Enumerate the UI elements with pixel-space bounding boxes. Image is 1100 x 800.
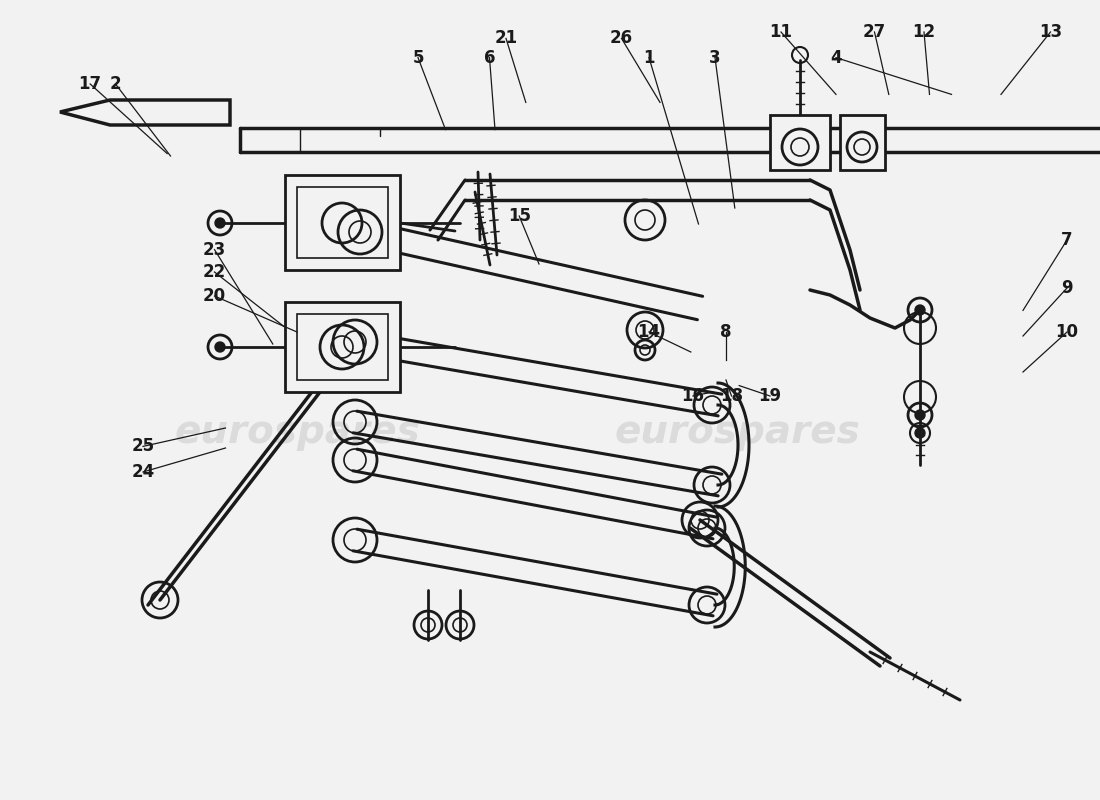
Text: 8: 8: [720, 323, 732, 341]
Text: 2: 2: [110, 75, 121, 93]
Text: 23: 23: [202, 241, 227, 258]
Text: 3: 3: [710, 49, 720, 66]
Circle shape: [214, 342, 225, 352]
Text: 14: 14: [637, 323, 661, 341]
Text: 18: 18: [720, 387, 742, 405]
Text: 17: 17: [78, 75, 102, 93]
Text: 26: 26: [609, 30, 634, 47]
Text: 24: 24: [131, 463, 155, 481]
Text: 15: 15: [508, 207, 530, 225]
Text: eurospares: eurospares: [614, 413, 860, 451]
Text: 12: 12: [912, 23, 936, 41]
Bar: [770, 115, 830, 170]
Text: 6: 6: [484, 49, 495, 66]
Text: eurospares: eurospares: [174, 413, 420, 451]
Bar: [297, 187, 388, 258]
Text: 20: 20: [202, 287, 227, 305]
Text: 7: 7: [1062, 231, 1072, 249]
Text: 22: 22: [202, 263, 227, 281]
Text: 25: 25: [131, 438, 155, 455]
Bar: [840, 115, 886, 170]
Text: 19: 19: [758, 387, 782, 405]
Text: 27: 27: [862, 23, 887, 41]
Text: 16: 16: [682, 387, 704, 405]
Text: 10: 10: [1056, 323, 1078, 341]
Text: 9: 9: [1062, 279, 1072, 297]
Circle shape: [214, 218, 225, 228]
Circle shape: [915, 428, 925, 438]
Text: 21: 21: [494, 30, 518, 47]
Text: 1: 1: [644, 49, 654, 66]
Text: 4: 4: [830, 49, 842, 66]
Circle shape: [915, 305, 925, 315]
Text: 13: 13: [1038, 23, 1063, 41]
Text: 11: 11: [770, 23, 792, 41]
Circle shape: [915, 410, 925, 420]
Bar: [285, 175, 400, 270]
Bar: [285, 302, 400, 392]
Bar: [297, 314, 388, 380]
Text: 5: 5: [412, 49, 424, 66]
